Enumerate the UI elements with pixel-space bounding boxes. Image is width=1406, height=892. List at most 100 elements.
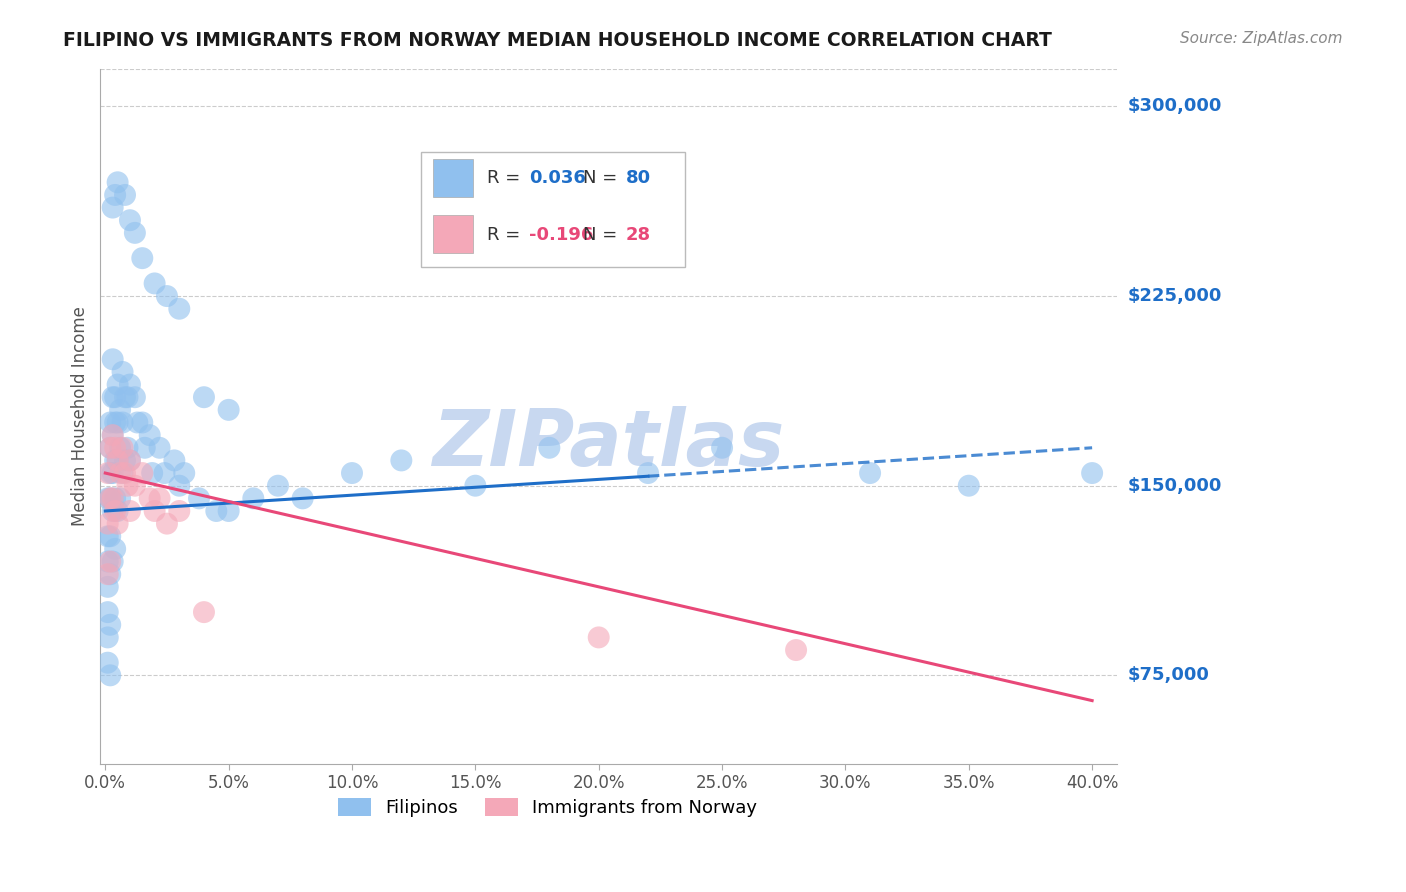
Point bbox=[97, 656, 120, 670]
Point bbox=[104, 416, 127, 430]
Point bbox=[97, 631, 120, 645]
Point bbox=[107, 453, 129, 467]
Text: 0.036: 0.036 bbox=[529, 169, 586, 187]
Point bbox=[340, 466, 363, 480]
Point bbox=[173, 466, 195, 480]
Point bbox=[97, 555, 120, 569]
Point bbox=[118, 377, 141, 392]
Point bbox=[118, 453, 141, 467]
Point bbox=[138, 428, 160, 442]
Point bbox=[107, 377, 129, 392]
Point bbox=[153, 466, 176, 480]
Point bbox=[118, 453, 141, 467]
Point bbox=[389, 453, 412, 467]
Point bbox=[117, 479, 139, 493]
Text: $75,000: $75,000 bbox=[1128, 666, 1209, 684]
Point bbox=[98, 668, 121, 682]
Point bbox=[124, 390, 146, 404]
Point bbox=[148, 491, 170, 506]
Text: ZIPatlas: ZIPatlas bbox=[433, 406, 785, 482]
Text: -0.196: -0.196 bbox=[529, 227, 593, 244]
Point bbox=[101, 390, 124, 404]
Point bbox=[188, 491, 211, 506]
Point bbox=[1081, 466, 1104, 480]
Point bbox=[169, 504, 191, 518]
Legend: Filipinos, Immigrants from Norway: Filipinos, Immigrants from Norway bbox=[330, 790, 765, 824]
FancyBboxPatch shape bbox=[420, 152, 685, 267]
Point bbox=[131, 416, 153, 430]
Point bbox=[97, 466, 120, 480]
Point bbox=[218, 402, 240, 417]
Point bbox=[957, 479, 980, 493]
Point bbox=[98, 441, 121, 455]
Point bbox=[117, 390, 139, 404]
Point bbox=[111, 466, 134, 480]
Point bbox=[104, 390, 127, 404]
Point bbox=[538, 441, 561, 455]
Point bbox=[143, 277, 166, 291]
Point bbox=[111, 416, 134, 430]
Point bbox=[118, 213, 141, 227]
FancyBboxPatch shape bbox=[433, 215, 474, 252]
Point bbox=[588, 631, 610, 645]
Text: $225,000: $225,000 bbox=[1128, 287, 1222, 305]
Point bbox=[242, 491, 264, 506]
Point bbox=[101, 428, 124, 442]
Text: Source: ZipAtlas.com: Source: ZipAtlas.com bbox=[1180, 31, 1343, 46]
Point bbox=[104, 491, 127, 506]
Text: $150,000: $150,000 bbox=[1128, 476, 1222, 495]
Point bbox=[785, 643, 807, 657]
Point bbox=[118, 504, 141, 518]
Point bbox=[108, 466, 131, 480]
Point bbox=[104, 188, 127, 202]
Point bbox=[97, 605, 120, 619]
Point bbox=[108, 491, 131, 506]
Point bbox=[114, 466, 136, 480]
Point bbox=[114, 453, 136, 467]
Point bbox=[98, 555, 121, 569]
Text: R =: R = bbox=[486, 227, 526, 244]
Point bbox=[134, 441, 156, 455]
Point bbox=[107, 516, 129, 531]
Point bbox=[111, 365, 134, 379]
Point bbox=[637, 466, 659, 480]
Point bbox=[114, 188, 136, 202]
Point bbox=[98, 466, 121, 480]
Point bbox=[205, 504, 228, 518]
Point bbox=[163, 453, 186, 467]
Point bbox=[859, 466, 882, 480]
Text: N =: N = bbox=[583, 227, 623, 244]
Point bbox=[131, 466, 153, 480]
Point bbox=[98, 491, 121, 506]
Point bbox=[138, 491, 160, 506]
Point bbox=[104, 453, 127, 467]
Point bbox=[111, 441, 134, 455]
Point bbox=[101, 466, 124, 480]
Point bbox=[101, 504, 124, 518]
Point bbox=[104, 441, 127, 455]
Point bbox=[97, 529, 120, 543]
Point bbox=[114, 390, 136, 404]
Point bbox=[156, 516, 179, 531]
Point bbox=[101, 428, 124, 442]
Point bbox=[107, 504, 129, 518]
Point bbox=[124, 226, 146, 240]
Point bbox=[141, 466, 163, 480]
Point bbox=[148, 441, 170, 455]
Point bbox=[156, 289, 179, 303]
Text: FILIPINO VS IMMIGRANTS FROM NORWAY MEDIAN HOUSEHOLD INCOME CORRELATION CHART: FILIPINO VS IMMIGRANTS FROM NORWAY MEDIA… bbox=[63, 31, 1052, 50]
Text: R =: R = bbox=[486, 169, 526, 187]
Point bbox=[193, 390, 215, 404]
Point bbox=[291, 491, 314, 506]
Text: N =: N = bbox=[583, 169, 623, 187]
Point bbox=[107, 453, 129, 467]
Point bbox=[97, 567, 120, 582]
Point bbox=[127, 416, 149, 430]
Text: $300,000: $300,000 bbox=[1128, 97, 1222, 115]
Point bbox=[193, 605, 215, 619]
Point bbox=[104, 504, 127, 518]
Point bbox=[98, 529, 121, 543]
Point bbox=[97, 516, 120, 531]
Point bbox=[108, 402, 131, 417]
Point bbox=[101, 491, 124, 506]
